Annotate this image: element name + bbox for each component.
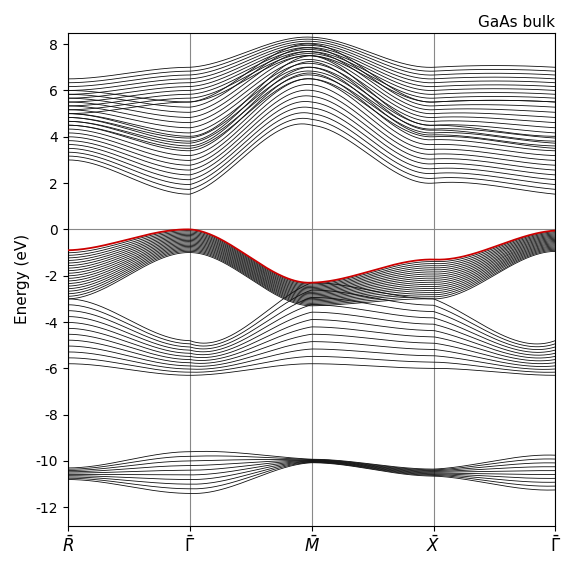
Y-axis label: Energy (eV): Energy (eV): [15, 234, 30, 324]
Text: GaAs bulk: GaAs bulk: [479, 15, 555, 30]
